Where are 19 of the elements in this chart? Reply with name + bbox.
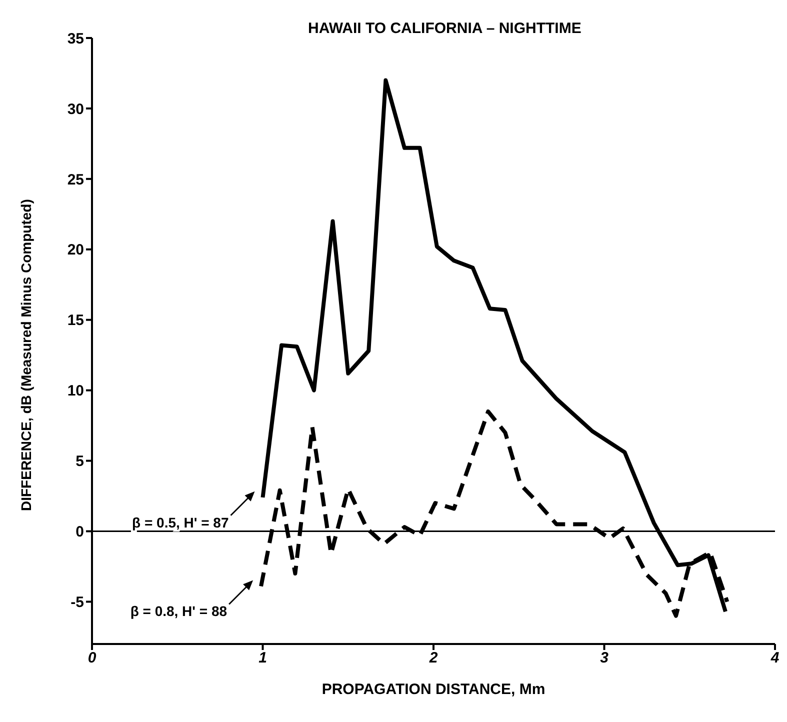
legend-label: β = 0.8, H' = 88 (130, 603, 228, 620)
x-tick-label: 1 (258, 650, 267, 667)
y-tick-label: 20 (67, 242, 84, 259)
x-tick-label: 0 (88, 650, 97, 667)
y-tick-label: 5 (76, 453, 84, 470)
x-axis-title: PROPAGATION DISTANCE, Mm (322, 681, 546, 698)
legend-label: β = 0.5, H' = 87 (132, 514, 229, 530)
y-axis-title: DIFFERENCE, dB (Measured Minus Computed) (18, 199, 34, 511)
y-tick-label: 0 (76, 524, 84, 541)
x-tick-label: 4 (770, 650, 780, 667)
y-tick-label: -5 (70, 594, 84, 612)
y-tick-label: 15 (67, 312, 84, 330)
x-tick-label: 3 (600, 650, 610, 667)
y-tick-label: 25 (67, 171, 84, 188)
y-tick-label: 10 (67, 382, 84, 400)
y-tick-label: 35 (67, 30, 84, 48)
y-tick-label: 30 (67, 100, 84, 118)
chart-title: HAWAII TO CALIFORNIA – NIGHTTIME (308, 20, 582, 37)
x-tick-label: 2 (428, 650, 438, 667)
